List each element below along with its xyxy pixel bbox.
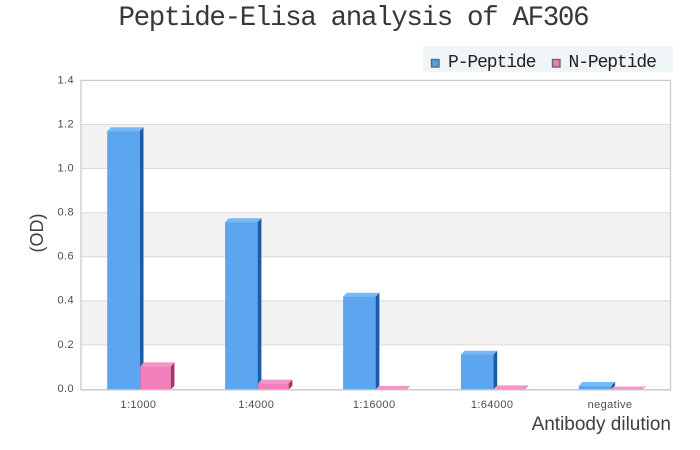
svg-text:1:64000: 1:64000 — [471, 399, 514, 411]
svg-text:negative: negative — [588, 399, 633, 411]
svg-text:1.4: 1.4 — [58, 74, 75, 86]
svg-text:(OD): (OD) — [27, 214, 47, 253]
svg-text:N-Peptide: N-Peptide — [569, 53, 657, 73]
svg-text:1.0: 1.0 — [58, 162, 75, 174]
svg-text:0.6: 0.6 — [58, 251, 75, 263]
svg-text:0.8: 0.8 — [58, 207, 75, 219]
svg-text:P-Peptide: P-Peptide — [448, 53, 536, 73]
svg-text:0.2: 0.2 — [58, 339, 75, 351]
svg-text:0.0: 0.0 — [58, 383, 75, 395]
svg-text:1:1000: 1:1000 — [120, 399, 156, 411]
svg-text:1:4000: 1:4000 — [238, 399, 274, 411]
svg-text:1.2: 1.2 — [58, 118, 75, 130]
svg-text:1:16000: 1:16000 — [353, 399, 396, 411]
svg-text:Antibody dilution: Antibody dilution — [532, 414, 671, 435]
svg-text:Peptide-Elisa analysis of AF30: Peptide-Elisa analysis of AF306 — [119, 3, 589, 34]
svg-text:0.4: 0.4 — [58, 295, 75, 307]
